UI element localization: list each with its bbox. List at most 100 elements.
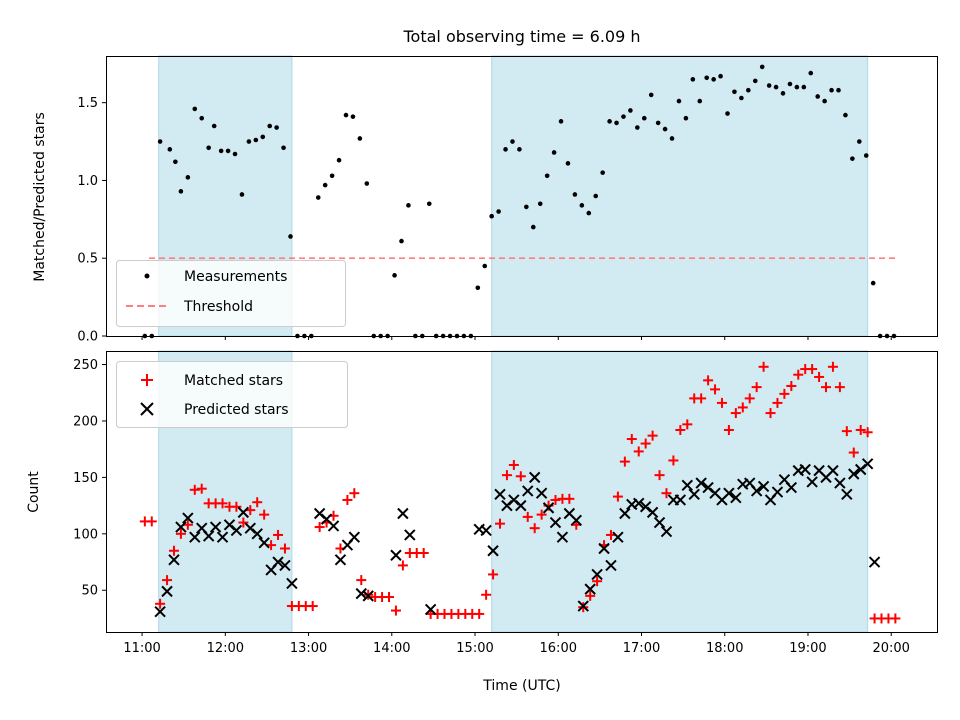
matched-stars-point bbox=[682, 419, 693, 430]
measurement-point bbox=[683, 115, 689, 121]
top-panel: 0.0 0.5 1.0 1.5 Matched/Predicted stars Mea… bbox=[32, 55, 938, 345]
predicted-stars-point bbox=[868, 556, 881, 568]
matched-stars-point bbox=[834, 382, 845, 393]
matched-stars-point bbox=[162, 575, 173, 586]
y-tick-label: 100 bbox=[73, 527, 98, 542]
predicted-stars-point bbox=[605, 559, 617, 572]
legend-measurements-label: Measurements bbox=[184, 269, 287, 285]
measurement-point bbox=[635, 125, 640, 130]
measurement-point bbox=[836, 87, 841, 93]
matched-stars-point bbox=[827, 361, 838, 372]
matched-stars-point bbox=[758, 361, 769, 372]
measurement-point bbox=[173, 159, 178, 165]
measurement-point bbox=[766, 83, 772, 88]
measurement-point bbox=[218, 148, 224, 154]
predicted-stars-point bbox=[404, 529, 416, 541]
y-tick-label: 200 bbox=[73, 414, 98, 429]
measurement-point bbox=[267, 123, 273, 129]
top-panel-y-ticks: 0.0 0.5 1.0 1.5 bbox=[77, 96, 106, 345]
predicted-stars-point bbox=[633, 497, 645, 510]
matched-stars-point bbox=[196, 483, 207, 494]
matched-stars-point bbox=[848, 447, 859, 458]
matched-stars-point bbox=[238, 517, 249, 528]
measurement-point bbox=[586, 210, 592, 216]
measurement-point bbox=[489, 213, 494, 219]
measurement-point bbox=[364, 181, 370, 186]
x-tick-label: 19:00 bbox=[789, 641, 826, 656]
x-tick-label: 17:00 bbox=[623, 641, 660, 656]
matched-stars-point bbox=[168, 545, 179, 556]
matched-stars-point bbox=[751, 382, 762, 393]
matched-stars-point bbox=[668, 455, 679, 466]
predicted-stars-point bbox=[834, 477, 846, 489]
y-tick-label: 250 bbox=[73, 358, 98, 373]
measurement-point bbox=[551, 150, 557, 155]
predicted-stars-point bbox=[841, 488, 853, 501]
measurement-point bbox=[253, 137, 259, 143]
predicted-stars-point bbox=[168, 554, 180, 566]
measurement-point bbox=[343, 112, 349, 118]
matched-stars-point bbox=[779, 388, 790, 399]
predicted-stars-point bbox=[175, 521, 187, 533]
matched-stars-point bbox=[356, 575, 367, 586]
measurement-point bbox=[787, 81, 793, 87]
matched-stars-point bbox=[488, 569, 499, 580]
shaded-interval-1 bbox=[491, 55, 869, 337]
measurement-point bbox=[600, 170, 605, 175]
predicted-stars-point bbox=[494, 488, 506, 501]
matched-stars-series bbox=[139, 361, 901, 624]
matched-stars-point bbox=[231, 501, 242, 512]
y-tick-label: 1.0 bbox=[77, 174, 98, 189]
matched-stars-point bbox=[807, 364, 818, 375]
measurement-point bbox=[572, 192, 578, 197]
predicted-stars-point bbox=[806, 476, 818, 488]
predicted-stars-point bbox=[653, 516, 666, 529]
matched-stars-point bbox=[619, 456, 630, 467]
matched-stars-point bbox=[494, 518, 505, 529]
measurement-point bbox=[593, 193, 599, 199]
matched-stars-point bbox=[716, 397, 727, 408]
measurement-point bbox=[815, 94, 820, 99]
bottom-panel-legend: Matched stars Predicted stars bbox=[116, 361, 348, 428]
measurement-point bbox=[607, 119, 612, 124]
x-tick-label: 11:00 bbox=[123, 641, 160, 656]
measurement-point bbox=[676, 98, 682, 104]
predicted-stars-series bbox=[154, 458, 881, 618]
predicted-stars-point bbox=[660, 525, 673, 538]
bottom-panel-y-ticks: 50 100 150 200 250 bbox=[73, 358, 106, 599]
predicted-stars-point bbox=[390, 549, 402, 561]
measurement-point bbox=[329, 173, 335, 179]
predicted-stars-point bbox=[612, 531, 624, 543]
matched-stars-point bbox=[890, 613, 901, 624]
y-tick-label: 150 bbox=[73, 471, 98, 486]
legend-predicted-marker bbox=[140, 402, 154, 416]
measurement-point bbox=[718, 73, 723, 79]
x-tick-label: 16:00 bbox=[540, 641, 577, 656]
x-tick-label: 18:00 bbox=[706, 641, 743, 656]
measurement-point bbox=[565, 161, 571, 166]
predicted-stars-point bbox=[535, 487, 548, 499]
measurement-point bbox=[746, 87, 751, 93]
legend-predicted-label: Predicted stars bbox=[184, 402, 289, 418]
measurement-point bbox=[843, 112, 848, 118]
predicted-stars-point bbox=[695, 477, 707, 489]
predicted-stars-point bbox=[646, 506, 659, 519]
measurement-point bbox=[274, 125, 279, 130]
matched-stars-point bbox=[814, 371, 825, 382]
measurement-point bbox=[336, 157, 342, 163]
measurement-point bbox=[167, 147, 173, 152]
predicted-stars-point bbox=[362, 590, 374, 602]
top-panel-legend: Measurements Threshold bbox=[116, 260, 346, 327]
matched-stars-point bbox=[647, 430, 658, 441]
matched-stars-point bbox=[730, 408, 741, 419]
bottom-panel: 50 100 150 200 250 11:00 12:00 13:00 14:00 15:00… bbox=[26, 350, 938, 694]
predicted-stars-point bbox=[598, 542, 610, 555]
matched-stars-point bbox=[508, 459, 519, 470]
predicted-stars-point bbox=[570, 514, 583, 526]
measurement-point bbox=[281, 145, 286, 151]
matched-stars-point bbox=[696, 393, 707, 404]
predicted-stars-point bbox=[861, 458, 874, 470]
matched-stars-point bbox=[862, 427, 873, 438]
measurement-point bbox=[185, 175, 191, 180]
